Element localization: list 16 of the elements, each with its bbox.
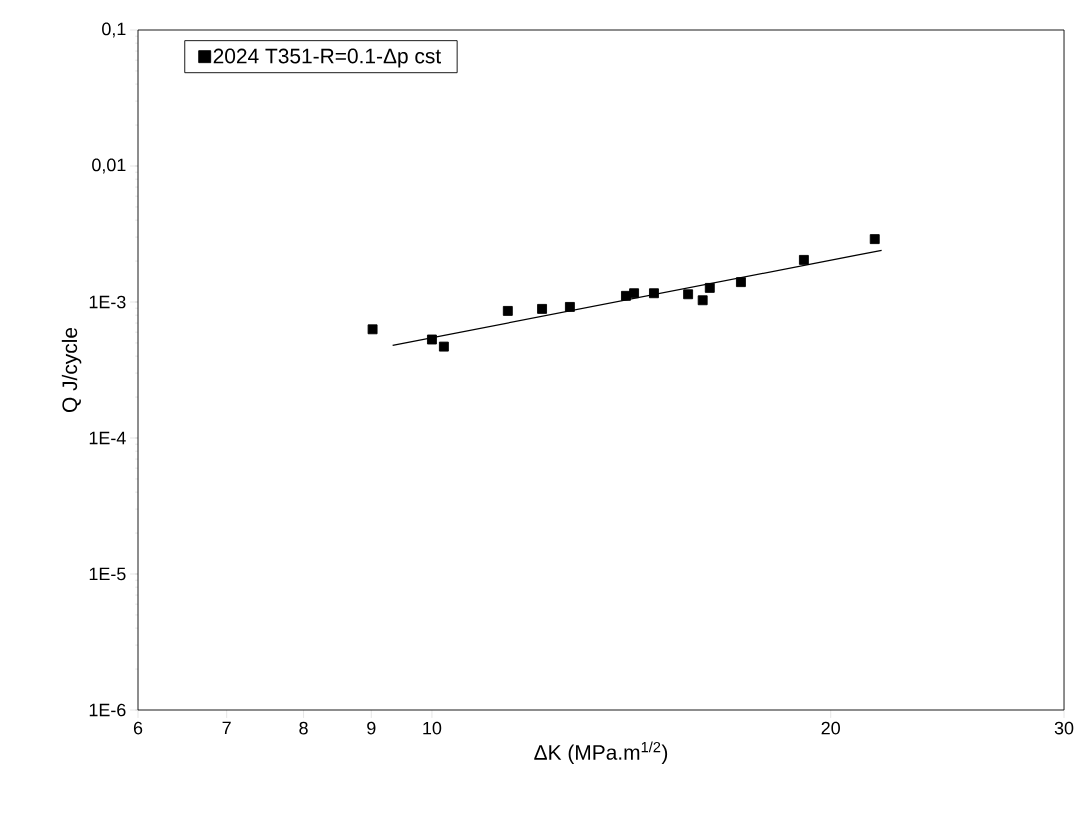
y-tick-label: 0,01 [92,158,126,174]
x-tick-label: 10 [423,721,442,735]
y-tick-label: 1E-6 [89,703,126,717]
y-tick-label: 0,1 [102,22,126,38]
x-tick-label: 9 [367,721,376,735]
x-tick-label: 8 [299,721,308,735]
x-axis-title: ΔK (MPa.m$^{1/2}$) [534,741,668,764]
x-tick-label: 6 [133,721,143,735]
y-tick-label: 1E-3 [89,295,126,309]
y-tick-label: 1E-5 [89,567,126,581]
x-tick-label: 7 [222,721,231,735]
y-axis-title: Q J/cycle [61,327,82,413]
y-tick-label: 1E-4 [89,431,126,445]
legend-label: 2024 T351-R=0.1-Δp cst [213,48,441,68]
x-tick-label: 30 [1054,721,1074,735]
x-tick-label: 20 [821,721,840,735]
